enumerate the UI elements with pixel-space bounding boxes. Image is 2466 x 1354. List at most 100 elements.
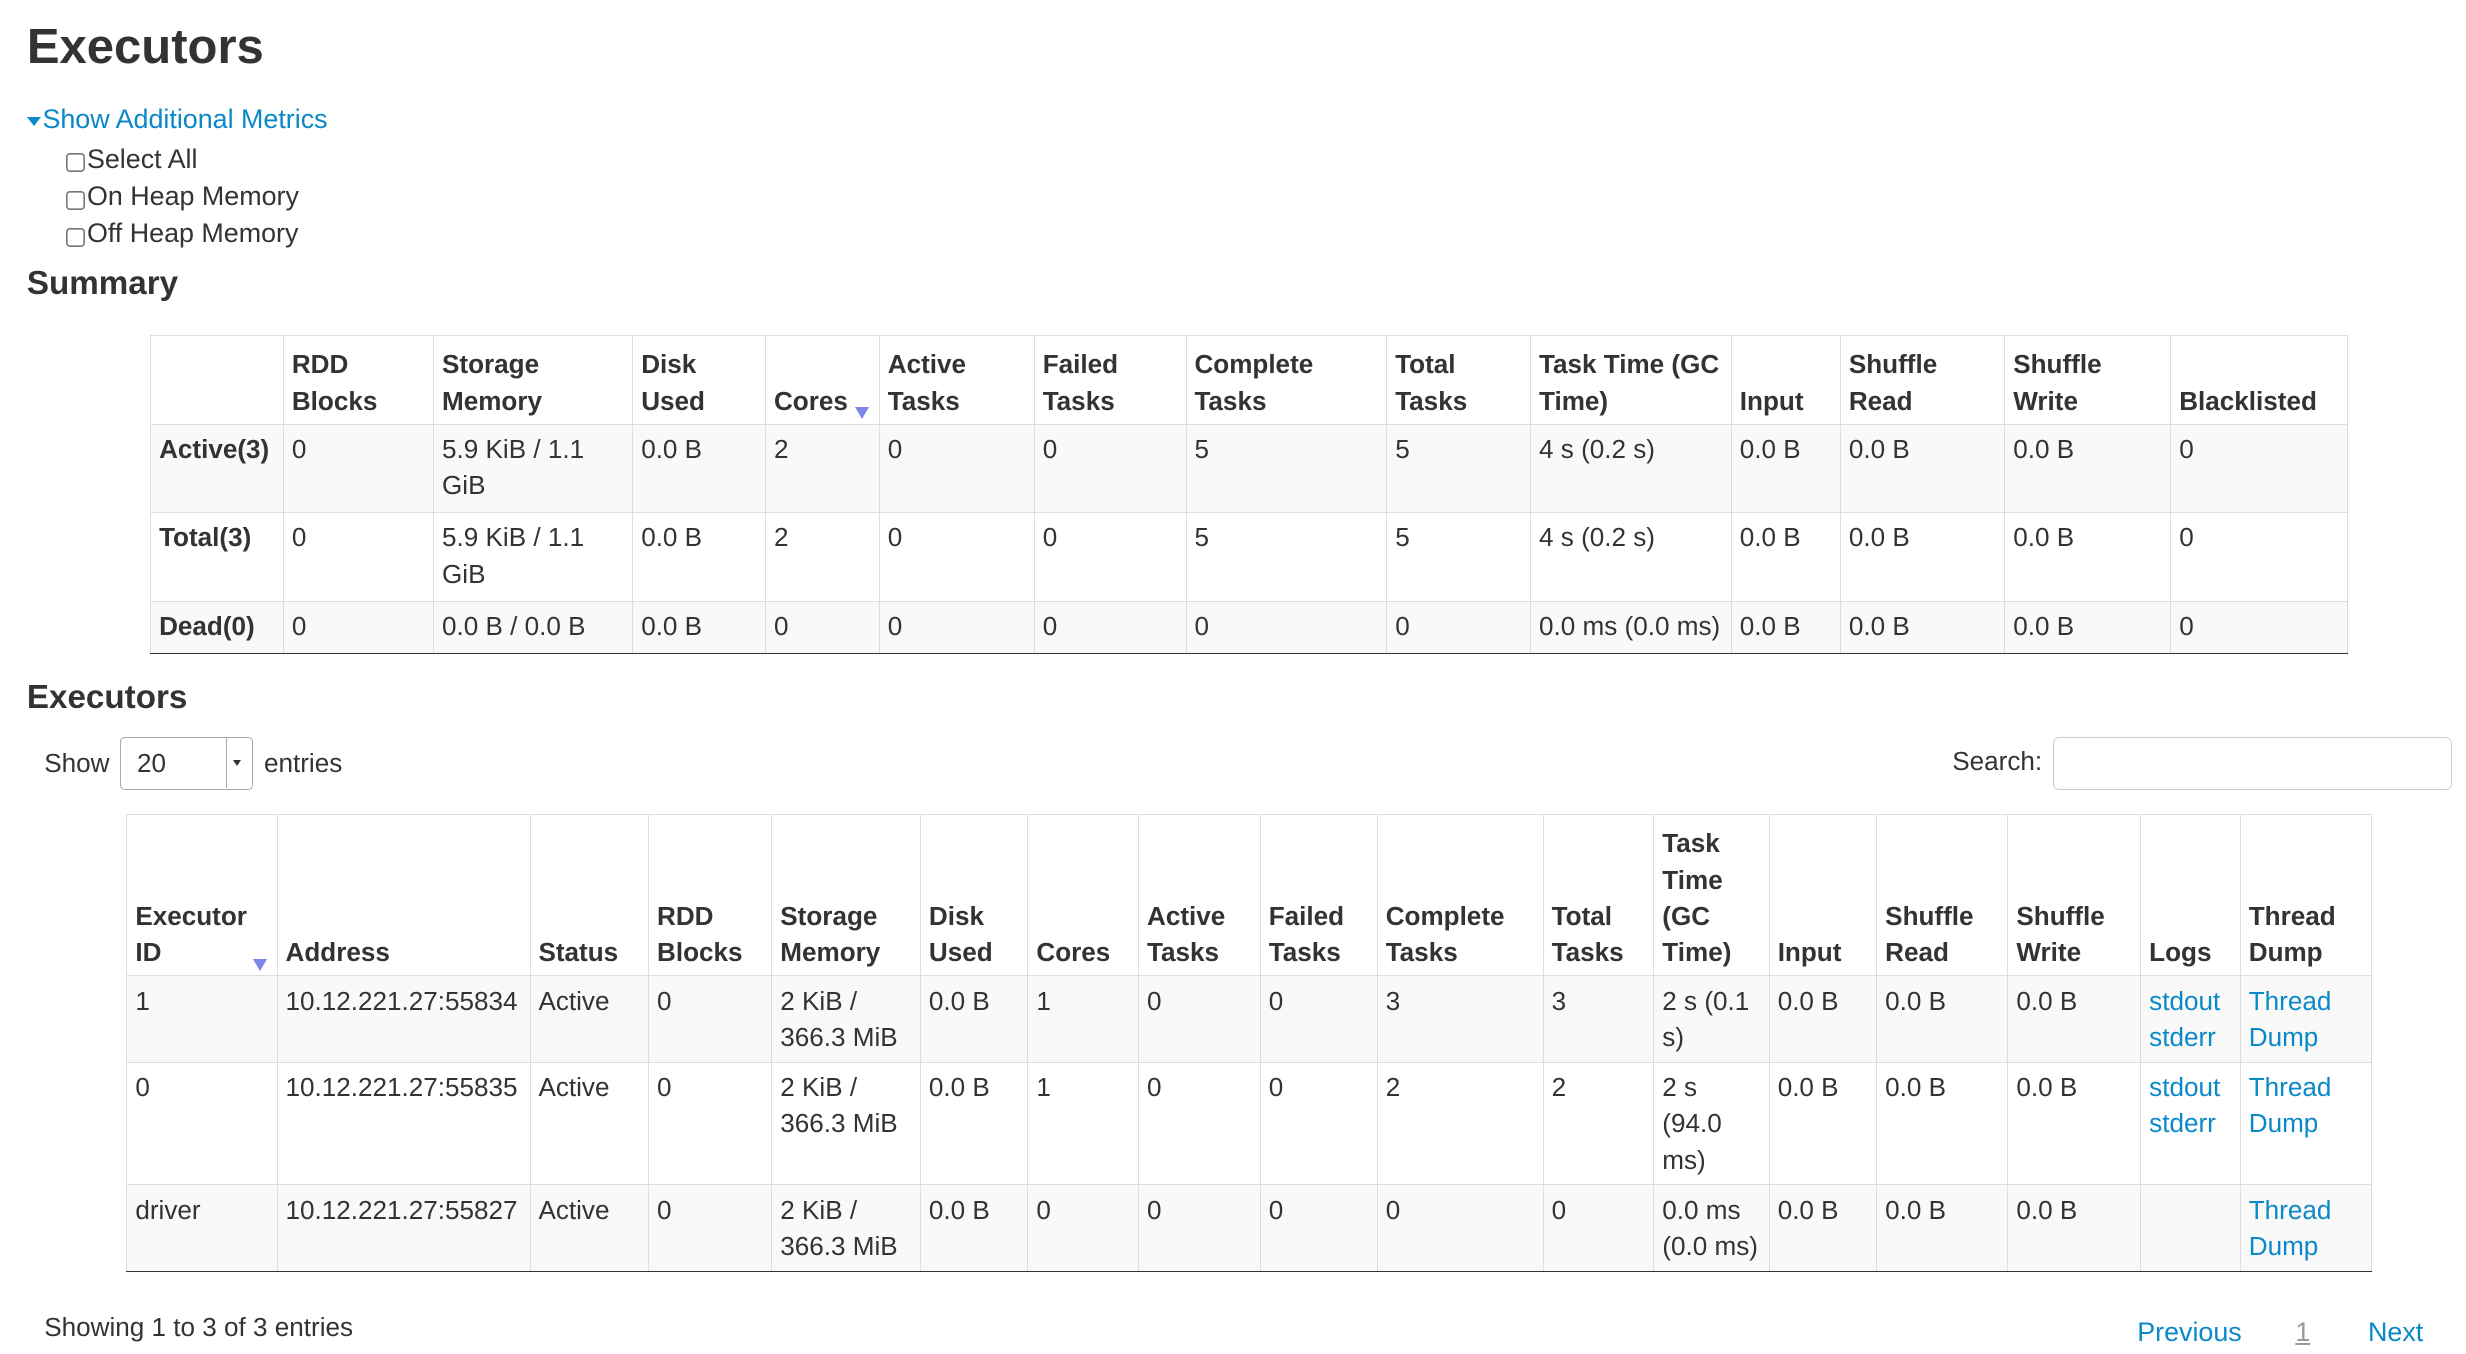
table-cell: 0.0 ms (0.0 ms) xyxy=(1530,600,1732,654)
column-header-label: Input xyxy=(1739,385,1804,416)
table-cell: 0.0 B xyxy=(2004,600,2172,654)
table-cell: driver xyxy=(126,1184,278,1272)
column-header[interactable]: Complete Tasks xyxy=(1376,814,1544,977)
search-input[interactable] xyxy=(2053,736,2452,791)
log-link-stdout[interactable]: stdout xyxy=(2149,985,2221,1016)
table-cell: Active xyxy=(529,1061,650,1186)
thread-dump-link[interactable]: Thread Dump xyxy=(2248,1072,2332,1139)
column-header-label: Cores xyxy=(773,385,848,416)
sort-desc-icon xyxy=(253,958,268,971)
column-header[interactable]: Shuffle Write xyxy=(2007,814,2142,977)
metric-option[interactable]: On Heap Memory xyxy=(66,178,299,214)
table-cell: 10.12.221.27:55827 xyxy=(276,1184,531,1272)
table-cell: Total(3) xyxy=(150,512,284,602)
table-cell: 4 s (0.2 s) xyxy=(1530,423,1732,514)
column-header-label: Input xyxy=(1777,937,1842,968)
table-cell: 0.0 B xyxy=(1839,512,2006,602)
table-cell: 0 xyxy=(2170,512,2349,602)
table-cell: 0.0 B xyxy=(1768,975,1878,1063)
column-header[interactable]: Total Tasks xyxy=(1386,335,1532,425)
table-cell: 0.0 B xyxy=(1730,423,1841,514)
table-cell: 5 xyxy=(1185,423,1388,514)
log-link-stdout[interactable]: stdout xyxy=(2149,1072,2221,1102)
table-cell: 0 xyxy=(648,975,773,1063)
show-additional-metrics-toggle[interactable]: Show Additional Metrics xyxy=(26,101,328,137)
table-cell: 0.0 B xyxy=(1876,975,2009,1063)
next-page-button[interactable]: Next xyxy=(2368,1316,2424,1347)
table-cell: 2 KiB / 366.3 MiB xyxy=(771,1061,921,1186)
column-header[interactable]: Total Tasks xyxy=(1542,814,1655,977)
table-cell: 0 xyxy=(282,600,435,654)
column-header[interactable]: Active Tasks xyxy=(878,335,1035,425)
column-header-label: Failed Tasks xyxy=(1042,349,1119,416)
column-header[interactable]: Storage Memory xyxy=(771,814,921,977)
column-header[interactable]: Shuffle Write xyxy=(2004,335,2172,425)
column-header[interactable]: Task Time (GC Time) xyxy=(1530,335,1732,425)
log-link-stderr[interactable]: stderr xyxy=(2149,1022,2216,1053)
column-header[interactable]: Logs xyxy=(2140,814,2241,977)
column-header[interactable]: Complete Tasks xyxy=(1185,335,1388,425)
table-cell: 2 s (0.1 s) xyxy=(1653,975,1770,1063)
log-link-stderr[interactable]: stderr xyxy=(2149,1108,2216,1139)
column-header[interactable]: Active Tasks xyxy=(1138,814,1261,977)
column-header[interactable]: RDD Blocks xyxy=(648,814,773,977)
table-cell: 5.9 KiB / 1.1 GiB xyxy=(433,512,634,602)
caret-down-icon xyxy=(26,116,41,126)
executors-heading: Executors xyxy=(26,678,188,716)
column-header[interactable]: Failed Tasks xyxy=(1259,814,1378,977)
table-info: Showing 1 to 3 of 3 entries xyxy=(44,1311,354,1342)
column-header[interactable]: Task Time (GC Time) xyxy=(1653,814,1770,977)
column-header[interactable]: Input xyxy=(1768,814,1878,977)
page-size-select[interactable]: 20 xyxy=(120,736,253,791)
column-header[interactable]: Shuffle Read xyxy=(1839,335,2006,425)
column-header[interactable]: Status xyxy=(529,814,650,977)
column-header[interactable]: Cores xyxy=(765,335,880,425)
column-header[interactable] xyxy=(150,335,284,425)
table-cell: 0 xyxy=(878,600,1035,654)
table-cell: 0 xyxy=(1259,975,1378,1063)
column-header-label: RDD Blocks xyxy=(656,900,743,968)
column-header[interactable]: RDD Blocks xyxy=(282,335,435,425)
table-cell: 0 xyxy=(1027,1184,1140,1272)
column-header[interactable]: Disk Used xyxy=(919,814,1029,977)
thread-dump-link[interactable]: Thread Dump xyxy=(2248,1194,2332,1262)
column-header-label: Total Tasks xyxy=(1551,900,1624,968)
previous-page-button[interactable]: Previous xyxy=(2137,1316,2242,1347)
column-header[interactable]: Blacklisted xyxy=(2170,335,2349,425)
table-cell: 2 xyxy=(1376,1061,1544,1186)
page-title: Executors xyxy=(26,19,264,74)
column-header[interactable]: Failed Tasks xyxy=(1033,335,1187,425)
logs-cell: stdout stderr xyxy=(2140,975,2241,1063)
column-header[interactable]: Executor ID xyxy=(126,814,278,977)
column-header[interactable]: Thread Dump xyxy=(2239,814,2373,977)
toggle-label: Show Additional Metrics xyxy=(42,104,328,135)
metric-option[interactable]: Select All xyxy=(66,141,197,177)
column-header-label: Failed Tasks xyxy=(1268,900,1345,968)
column-header[interactable]: Storage Memory xyxy=(433,335,634,425)
table-cell: 0 xyxy=(648,1184,773,1272)
thread-dump-link[interactable]: Thread Dump xyxy=(2248,985,2332,1053)
column-header[interactable]: Cores xyxy=(1027,814,1140,977)
column-header[interactable]: Disk Used xyxy=(632,335,767,425)
page-1-button[interactable]: 1 xyxy=(2295,1316,2311,1347)
metric-checkbox[interactable] xyxy=(66,153,86,173)
metric-checkbox[interactable] xyxy=(66,190,86,210)
table-cell: 0 xyxy=(1259,1061,1378,1186)
metric-option[interactable]: Off Heap Memory xyxy=(66,215,298,251)
summary-table: RDD Blocks Storage Memory Disk Used Cores Ac… xyxy=(150,335,2349,654)
column-header-label: Task Time (GC Time) xyxy=(1662,828,1732,968)
table-cell: 0.0 B xyxy=(1768,1184,1878,1272)
metric-checkbox[interactable] xyxy=(66,227,86,247)
column-header[interactable]: Shuffle Read xyxy=(1876,814,2009,977)
table-cell: Active xyxy=(529,1184,650,1272)
column-header-label: Active Tasks xyxy=(887,349,967,416)
table-row: 1 10.12.221.27:55834 Active 0 2 KiB / 366.3 … xyxy=(126,975,2373,1063)
table-cell: 0.0 B xyxy=(919,975,1029,1063)
table-cell: 4 s (0.2 s) xyxy=(1530,512,1732,602)
column-header[interactable]: Input xyxy=(1730,335,1841,425)
column-header-label: Cores xyxy=(1036,937,1111,968)
logs-cell: stdout stderr xyxy=(2140,1061,2241,1186)
column-header[interactable]: Address xyxy=(276,814,531,977)
table-row: 0 10.12.221.27:55835 Active 0 2 KiB / 366.3 … xyxy=(126,1061,2373,1186)
search-label: Search: xyxy=(1952,745,2043,776)
